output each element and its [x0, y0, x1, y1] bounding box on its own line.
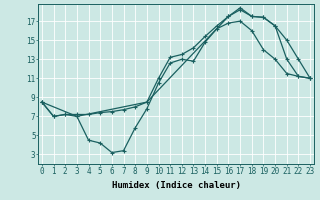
X-axis label: Humidex (Indice chaleur): Humidex (Indice chaleur)	[111, 181, 241, 190]
